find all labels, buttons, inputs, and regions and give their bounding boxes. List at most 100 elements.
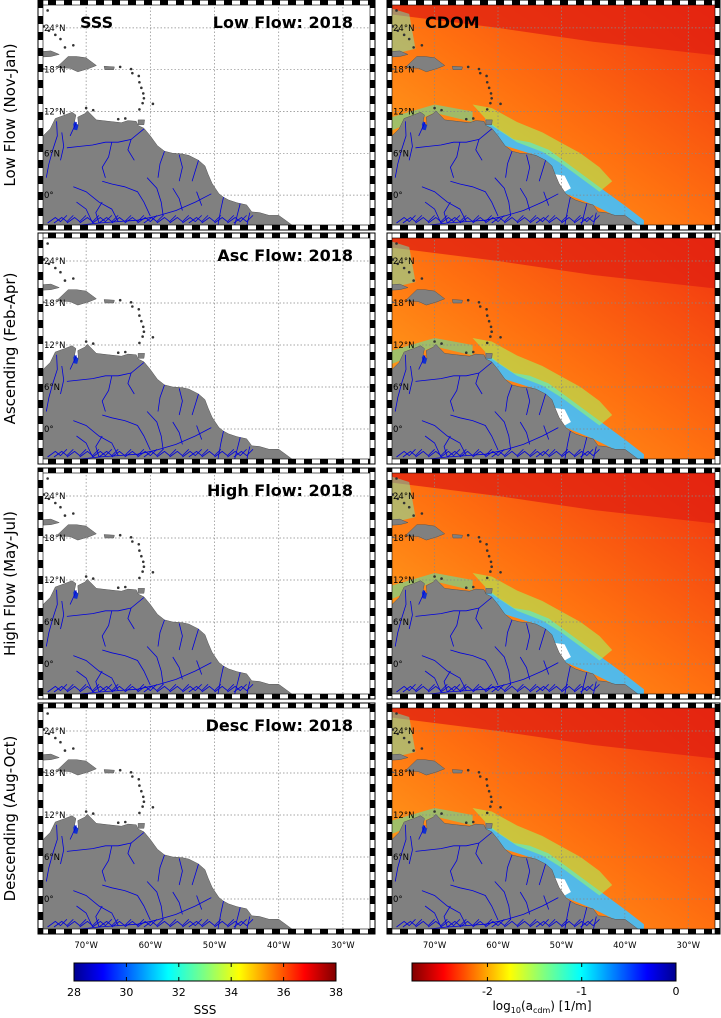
- lat-tick-label: 12°N: [44, 576, 65, 586]
- lake: [73, 824, 79, 834]
- lat-tick-label: 12°N: [44, 341, 65, 351]
- lon-tick-label: 30°W: [677, 941, 701, 951]
- land: [38, 753, 299, 934]
- latitude-labels: 24°N 18°N 12°N 6°N 0°: [393, 727, 414, 905]
- row-label: High Flow (May-Jul): [1, 511, 19, 656]
- lat-tick-label: 18°N: [44, 534, 65, 544]
- lat-tick-label: 24°N: [44, 492, 65, 502]
- rivers: [41, 354, 254, 464]
- panel-title: Asc Flow: 2018: [217, 246, 353, 265]
- lon-tick-label: 60°W: [486, 941, 510, 951]
- lat-tick-label: 18°N: [393, 769, 414, 779]
- lat-tick-label: 24°N: [393, 727, 414, 737]
- lat-tick-label: 6°N: [393, 853, 409, 863]
- lon-tick-label: 50°W: [203, 941, 227, 951]
- sss-colorbar-tick-label: 38: [329, 986, 343, 999]
- cdom-map-panel: 24°N 18°N 12°N 6°N 0°: [386, 702, 721, 935]
- lat-tick-label: 24°N: [393, 492, 414, 502]
- lon-tick-label: 70°W: [74, 941, 98, 951]
- lat-tick-label: 12°N: [44, 108, 65, 118]
- cdom-map-panel: 24°N 18°N 12°N 6°N 0°: [386, 467, 721, 700]
- lake: [73, 121, 79, 131]
- islands: [38, 9, 155, 121]
- lat-tick-label: 18°N: [44, 299, 65, 309]
- lat-tick-label: 6°N: [44, 149, 60, 159]
- lake: [421, 354, 427, 364]
- lat-tick-label: 6°N: [44, 853, 60, 863]
- sss-colorbar-label: SSS: [194, 1003, 217, 1017]
- lat-tick-label: 18°N: [393, 66, 414, 76]
- lat-tick-label: 12°N: [393, 811, 414, 821]
- cdom-colorbar-gradient: [411, 962, 677, 982]
- lake: [73, 354, 79, 364]
- lat-tick-label: 24°N: [44, 727, 65, 737]
- latitude-labels: 24°N 18°N 12°N 6°N 0°: [44, 24, 65, 201]
- lat-tick-label: 24°N: [44, 257, 65, 267]
- lat-tick-label: 12°N: [393, 341, 414, 351]
- sss-colorbar-tick-label: 30: [119, 986, 133, 999]
- lat-tick-label: 0°: [44, 895, 54, 905]
- sss-map-panel: 24°N 18°N 12°N 6°N 0° Asc Flow: 2018: [37, 232, 376, 465]
- row-label: Descending (Aug-Oct): [1, 736, 19, 902]
- sss-map-panel: 24°N 18°N 12°N 6°N 0° Low Flow: 2018 SSS: [37, 0, 376, 231]
- sss-map-panel: 24°N 18°N 12°N 6°N 0° Desc Flow: 2018: [37, 702, 376, 935]
- cdom-header: CDOM: [425, 13, 480, 32]
- lat-tick-label: 0°: [44, 191, 54, 201]
- lat-tick-label: 6°N: [44, 618, 60, 628]
- lake: [421, 589, 427, 599]
- islands: [38, 242, 155, 355]
- lon-tick-label: 40°W: [267, 941, 291, 951]
- lat-tick-label: 18°N: [393, 534, 414, 544]
- cdom-colorbar-tick-label: -1: [576, 985, 587, 998]
- latitude-labels: 24°N 18°N 12°N 6°N 0°: [393, 257, 414, 435]
- lake: [73, 589, 79, 599]
- islands: [387, 9, 502, 121]
- sss-colorbar-ticks: 28 30 32 34 36 38: [67, 963, 343, 999]
- lat-tick-label: 0°: [393, 895, 403, 905]
- lon-tick-label: 40°W: [613, 941, 637, 951]
- lon-tick-label: 50°W: [550, 941, 574, 951]
- lat-tick-label: 18°N: [44, 769, 65, 779]
- lat-tick-label: 24°N: [44, 24, 65, 34]
- row-label: Ascending (Feb-Apr): [1, 273, 19, 425]
- panel-title: Low Flow: 2018: [213, 13, 353, 32]
- latitude-labels: 24°N 18°N 12°N 6°N 0°: [393, 492, 414, 670]
- latitude-labels: 24°N 18°N 12°N 6°N 0°: [44, 257, 65, 435]
- lat-tick-label: 6°N: [393, 149, 409, 159]
- lat-tick-label: 6°N: [393, 383, 409, 393]
- islands: [38, 477, 155, 589]
- lat-tick-label: 12°N: [44, 811, 65, 821]
- sss-colorbar-tick-label: 36: [277, 986, 291, 999]
- lat-tick-label: 0°: [44, 660, 54, 670]
- cdom-colorbar-tick-label: -2: [482, 985, 493, 998]
- latitude-labels: 24°N 18°N 12°N 6°N 0°: [393, 24, 414, 201]
- lat-tick-label: 6°N: [44, 383, 60, 393]
- lon-tick-label: 60°W: [139, 941, 163, 951]
- sss-colorbar-gradient: [73, 962, 337, 982]
- lat-tick-label: 24°N: [393, 24, 414, 34]
- islands: [387, 242, 502, 355]
- graticule: [387, 0, 720, 230]
- row-label: Low Flow (Nov-Jan): [1, 43, 19, 186]
- cdom-colorbar-label: log10(acdm) [1/m]: [492, 999, 591, 1015]
- panel-title: High Flow: 2018: [207, 481, 353, 500]
- lat-tick-label: 0°: [393, 425, 403, 435]
- lat-tick-label: 18°N: [44, 66, 65, 76]
- cdom-map-panel: 24°N 18°N 12°N 6°N 0°: [386, 232, 721, 465]
- lake: [421, 121, 427, 131]
- sss-header: SSS: [80, 13, 113, 32]
- lat-tick-label: 12°N: [393, 108, 414, 118]
- rivers: [390, 121, 600, 230]
- cdom-longitude-labels: 70°W 60°W 50°W 40°W 30°W: [423, 941, 701, 951]
- rivers: [390, 824, 600, 934]
- sss-longitude-labels: 70°W 60°W 50°W 40°W 30°W: [74, 941, 355, 951]
- sss-colorbar-tick-label: 34: [224, 986, 238, 999]
- land: [387, 283, 645, 464]
- cdom-colorbar-tick-label: 0: [673, 985, 680, 998]
- sss-map-panel: 24°N 18°N 12°N 6°N 0° High Flow: 2018: [37, 467, 376, 700]
- panel-title: Desc Flow: 2018: [206, 716, 353, 735]
- land: [38, 283, 299, 464]
- lat-tick-label: 0°: [393, 191, 403, 201]
- cdom-colorbar: -2 -1 0 log10(acdm) [1/m]: [411, 962, 680, 1015]
